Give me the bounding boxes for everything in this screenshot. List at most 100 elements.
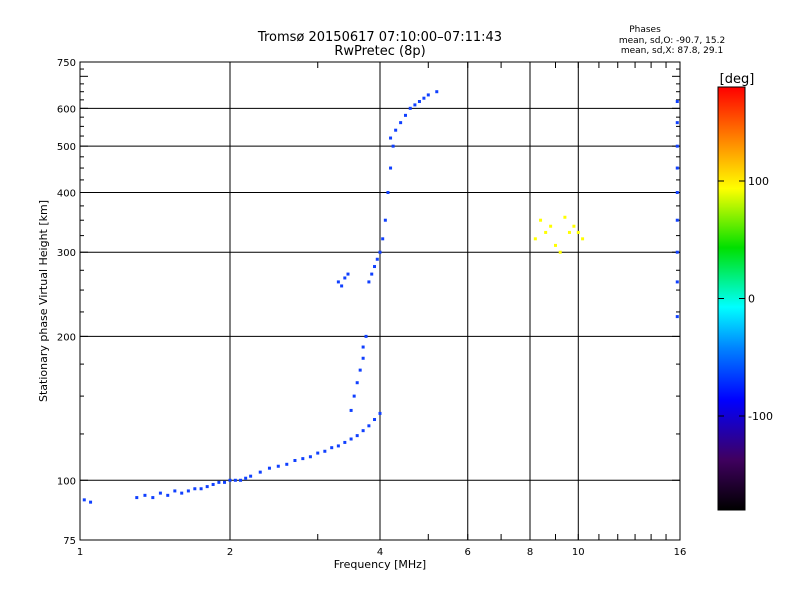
data-point (558, 250, 562, 254)
data-point (199, 487, 203, 491)
data-point (355, 381, 359, 385)
data-point (233, 478, 237, 482)
y-tick-label: 75 (63, 536, 76, 547)
data-point (361, 429, 365, 433)
data-point (435, 90, 439, 94)
data-point (193, 487, 197, 491)
data-point (343, 276, 347, 280)
data-point (336, 280, 340, 284)
stats-line-o: mean, sd,O: -90.7, 15.2 (619, 36, 725, 46)
data-point (293, 458, 297, 462)
data-point (151, 496, 155, 500)
data-point (205, 485, 209, 489)
stats-line-x: mean, sd,X: 87.8, 29.1 (621, 46, 723, 56)
x-tick-label: 10 (572, 547, 585, 558)
axis-ticks (79, 61, 681, 541)
data-point (675, 100, 679, 104)
data-point (336, 444, 340, 448)
stats-heading: Phases (629, 25, 661, 35)
data-point (383, 218, 387, 222)
data-point (249, 474, 253, 478)
data-point (563, 215, 567, 219)
data-point (355, 434, 359, 438)
data-point (343, 440, 347, 444)
data-point (346, 272, 350, 276)
data-point (549, 224, 553, 228)
x-tick-label: 16 (674, 547, 687, 558)
data-point (394, 128, 398, 132)
chart-subtitle: RwPretec (8p) (334, 44, 425, 59)
y-tick-labels: 75 100 200 300 400 500 600 750 (57, 58, 76, 547)
data-point (349, 437, 353, 441)
x-tick-label: 8 (527, 547, 533, 558)
data-point (186, 489, 190, 493)
data-point (244, 476, 248, 480)
data-point (389, 166, 393, 170)
data-point (417, 100, 421, 104)
data-point (285, 462, 289, 466)
data-point (180, 491, 184, 495)
data-point (373, 418, 377, 422)
colorbar-label: [deg] (720, 72, 755, 87)
y-tick-label: 100 (57, 476, 76, 487)
y-tick-label: 200 (57, 332, 76, 343)
data-point (386, 190, 390, 194)
data-point (239, 478, 243, 482)
data-point (544, 230, 548, 234)
data-point (217, 480, 221, 484)
data-point (158, 491, 162, 495)
y-tick-label: 750 (57, 58, 76, 69)
data-point (399, 121, 403, 125)
data-point (370, 272, 374, 276)
data-point (361, 345, 365, 349)
y-axis-label: Stationary phase Virtual Height [km] (37, 200, 50, 402)
data-point (533, 237, 537, 241)
y-tick-label: 400 (57, 188, 76, 199)
data-point (576, 230, 580, 234)
y-tick-label: 500 (57, 142, 76, 153)
data-point (340, 284, 344, 288)
data-point (308, 455, 312, 459)
data-point (381, 237, 385, 241)
x-tick-label: 1 (77, 547, 83, 558)
data-point (228, 478, 232, 482)
colorbar-tick-label: -100 (748, 410, 773, 423)
colorbar-tick-label: 0 (748, 293, 755, 306)
data-point (403, 113, 407, 117)
data-point (367, 424, 371, 428)
data-point (426, 93, 430, 97)
data-point (358, 368, 362, 372)
data-point (143, 493, 147, 497)
data-point (413, 103, 417, 107)
data-point (675, 250, 679, 254)
data-points (82, 90, 679, 504)
data-point (422, 96, 426, 100)
data-point (378, 411, 382, 415)
data-point (323, 449, 327, 453)
data-point (389, 136, 393, 140)
data-point (82, 498, 86, 502)
x-axis-label: Frequency [MHz] (334, 558, 426, 571)
data-point (581, 237, 585, 241)
chart-title: Tromsø 20150617 07:10:00–07:11:43 (257, 30, 502, 45)
data-point (258, 470, 262, 474)
data-point (267, 466, 271, 470)
data-point (301, 457, 305, 461)
data-point (173, 489, 177, 493)
data-point (391, 144, 395, 148)
x-tick-label: 6 (465, 547, 471, 558)
data-point (352, 394, 356, 398)
data-point (276, 464, 280, 468)
data-point (89, 500, 93, 504)
data-point (675, 315, 679, 319)
data-point (553, 243, 557, 247)
y-tick-label: 300 (57, 248, 76, 259)
data-point (223, 480, 227, 484)
data-point (675, 280, 679, 284)
data-point (375, 257, 379, 261)
data-point (135, 496, 139, 500)
data-point (675, 218, 679, 222)
data-point (408, 106, 412, 110)
y-tick-label: 600 (57, 104, 76, 115)
